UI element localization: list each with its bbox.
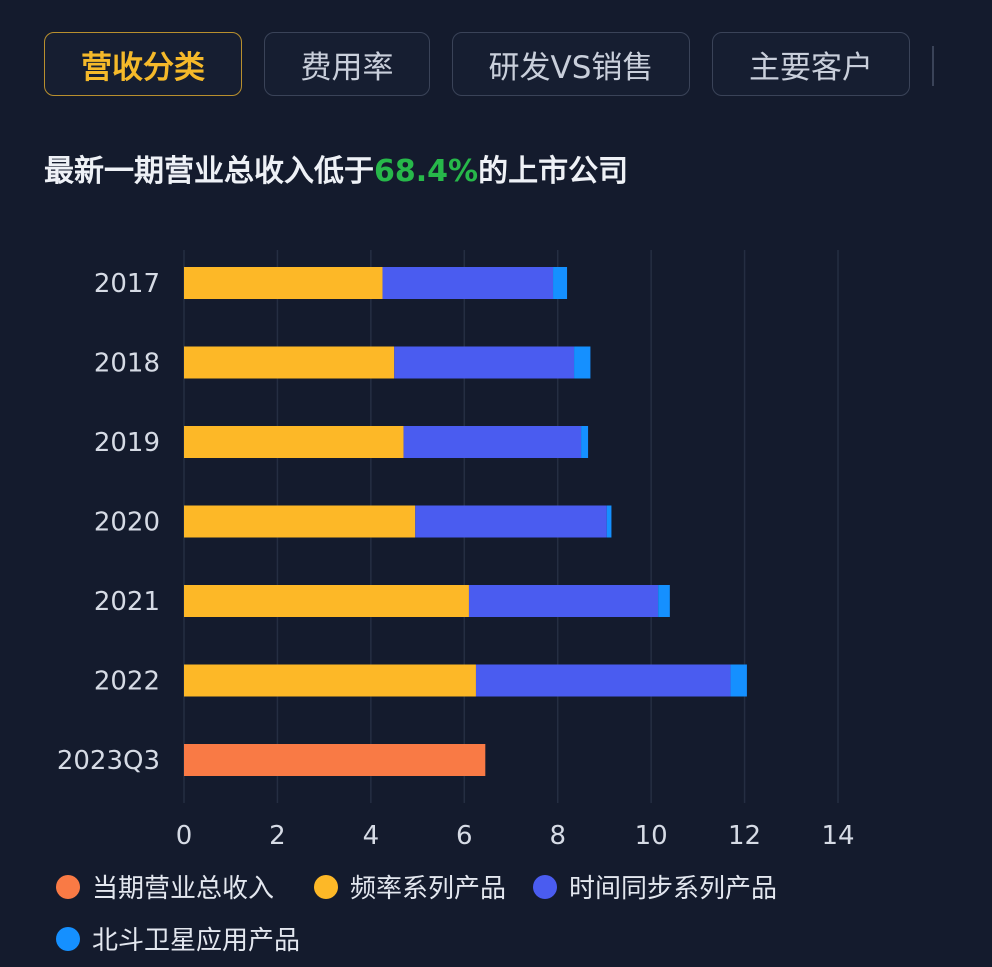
y-category-label-2021: 2021: [94, 587, 160, 617]
tab-scroll-divider: [932, 46, 934, 86]
y-category-label-2020: 2020: [94, 508, 160, 538]
bar-2020-series-3[interactable]: [606, 505, 612, 538]
bar-2019-series-3[interactable]: [581, 426, 589, 458]
headline-percent: 68.4%: [374, 154, 479, 189]
legend-label: 频率系列产品: [350, 874, 507, 904]
x-tick-label-8: 8: [549, 821, 566, 851]
x-tick-label-14: 14: [821, 821, 854, 851]
x-tick-label-6: 6: [456, 821, 473, 851]
y-category-label-2023Q3: 2023Q3: [57, 746, 160, 776]
bar-2022-series-1[interactable]: [184, 664, 476, 697]
chart-headline: 最新一期营业总收入低于68.4%的上市公司: [44, 146, 628, 190]
bar-2020-series-1[interactable]: [184, 505, 416, 538]
tab-rd-vs-sales[interactable]: 研发VS销售: [452, 32, 690, 96]
bar-2018-series-1[interactable]: [184, 346, 395, 379]
y-category-label-2017: 2017: [94, 269, 160, 299]
legend-dot-icon: [56, 874, 80, 899]
x-tick-label-2: 2: [269, 821, 286, 851]
bar-2023Q3-series-0[interactable]: [184, 744, 486, 776]
tab-main-customers[interactable]: 主要客户: [712, 32, 910, 96]
bar-2017-series-1[interactable]: [184, 267, 383, 299]
headline-suffix: 的上市公司: [478, 154, 629, 189]
revenue-bar-chart: 0 2 4 6 8 10 12 14 2017 2018 2019 2020 2021 2022 2023Q…: [57, 250, 855, 851]
y-category-label-2018: 2018: [94, 349, 160, 379]
legend-item-3[interactable]: 北斗卫星应用产品: [56, 920, 300, 957]
headline-prefix: 最新一期营业总收入低于: [44, 154, 374, 189]
y-category-label-2019: 2019: [94, 428, 160, 458]
bar-2021-series-1[interactable]: [184, 585, 469, 617]
x-tick-label-10: 10: [635, 821, 668, 851]
legend-label: 当期营业总收入: [92, 874, 275, 904]
bar-2022-series-2[interactable]: [475, 664, 731, 697]
x-tick-label-12: 12: [728, 821, 761, 851]
legend-label: 北斗卫星应用产品: [92, 926, 301, 956]
legend-dot-icon: [56, 926, 80, 951]
tab-revenue-category[interactable]: 营收分类: [44, 32, 242, 96]
bar-2019-series-1[interactable]: [184, 426, 404, 458]
bar-2020-series-2[interactable]: [415, 505, 607, 538]
bar-2017-series-3[interactable]: [553, 267, 568, 299]
legend-item-2[interactable]: 时间同步系列产品: [533, 868, 777, 905]
bar-2021-series-3[interactable]: [658, 585, 670, 617]
x-tick-label-0: 0: [176, 821, 193, 851]
legend-dot-icon: [314, 874, 338, 899]
legend-item-1[interactable]: 频率系列产品: [314, 868, 506, 905]
bar-2018-series-2[interactable]: [394, 346, 575, 379]
legend-dot-icon: [533, 874, 557, 899]
bar-2017-series-2[interactable]: [382, 267, 554, 299]
x-tick-label-4: 4: [363, 821, 380, 851]
bar-2018-series-3[interactable]: [574, 346, 591, 379]
legend-label: 时间同步系列产品: [569, 874, 778, 904]
y-category-label-2022: 2022: [94, 667, 160, 697]
tab-bar: 营收分类 费用率 研发VS销售 主要客户: [44, 32, 992, 98]
bar-2019-series-2[interactable]: [403, 426, 582, 458]
legend-item-0[interactable]: 当期营业总收入: [56, 868, 274, 905]
bar-2022-series-3[interactable]: [730, 664, 747, 697]
bar-2021-series-2[interactable]: [468, 585, 659, 617]
tab-expense-rate[interactable]: 费用率: [264, 32, 430, 96]
